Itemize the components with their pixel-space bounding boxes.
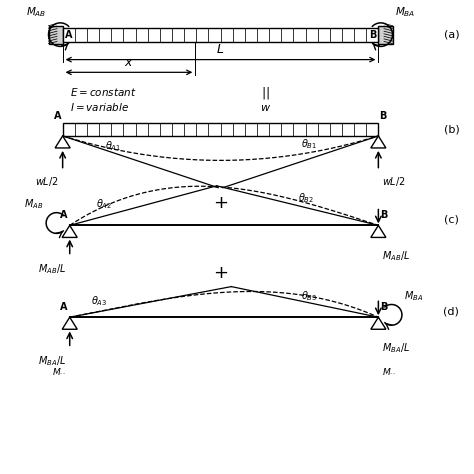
- Polygon shape: [371, 317, 386, 329]
- Text: (a): (a): [444, 30, 459, 40]
- Text: $+$: $+$: [213, 264, 228, 283]
- Text: B: B: [379, 111, 387, 121]
- Text: $M_{AB}/L$: $M_{AB}/L$: [382, 249, 410, 263]
- Text: $M_{AB}/L$: $M_{AB}/L$: [38, 262, 66, 276]
- Text: $\theta_{A3}$: $\theta_{A3}$: [91, 294, 107, 308]
- Text: B: B: [380, 301, 388, 311]
- Text: $M_{AB}$: $M_{AB}$: [26, 5, 46, 19]
- Text: $M_{AB}$: $M_{AB}$: [25, 198, 44, 211]
- Bar: [63, 27, 378, 42]
- Text: $||$: $||$: [261, 85, 270, 101]
- Bar: [378, 26, 392, 44]
- Bar: [48, 26, 63, 44]
- Text: $wL/2$: $wL/2$: [382, 174, 406, 188]
- Text: A: A: [64, 30, 72, 40]
- Text: $M_{BA}/L$: $M_{BA}/L$: [382, 341, 410, 355]
- Text: $w$: $w$: [260, 103, 271, 113]
- Text: A: A: [60, 301, 68, 311]
- Text: $M_{\cdot\cdot}$: $M_{\cdot\cdot}$: [382, 367, 397, 376]
- Text: B: B: [380, 210, 388, 220]
- Text: $M_{BA}$: $M_{BA}$: [395, 5, 415, 19]
- Text: $\theta_{B2}$: $\theta_{B2}$: [298, 191, 314, 205]
- Text: $\theta_{A1}$: $\theta_{A1}$: [105, 139, 121, 153]
- Text: (b): (b): [444, 124, 459, 134]
- Text: A: A: [54, 111, 62, 121]
- Text: (d): (d): [444, 307, 459, 317]
- Text: $\theta_{B1}$: $\theta_{B1}$: [301, 137, 317, 152]
- Text: $E = constant$: $E = constant$: [70, 86, 137, 99]
- Text: A: A: [60, 210, 68, 220]
- Polygon shape: [55, 136, 70, 148]
- Text: (c): (c): [444, 215, 459, 225]
- Bar: [63, 123, 378, 136]
- Polygon shape: [62, 225, 77, 237]
- Text: $x$: $x$: [124, 56, 134, 69]
- Text: $\theta_{B3}$: $\theta_{B3}$: [301, 289, 317, 303]
- Text: $M_{BA}/L$: $M_{BA}/L$: [38, 354, 66, 368]
- Text: $+$: $+$: [213, 194, 228, 212]
- Polygon shape: [371, 136, 386, 148]
- Text: $L$: $L$: [217, 43, 225, 56]
- Text: $I = variable$: $I = variable$: [70, 100, 129, 113]
- Polygon shape: [62, 317, 77, 329]
- Text: $M_{\cdot\cdot}$: $M_{\cdot\cdot}$: [52, 367, 66, 376]
- Polygon shape: [371, 225, 386, 237]
- Text: $\theta_{A2}$: $\theta_{A2}$: [96, 198, 112, 211]
- Text: $wL/2$: $wL/2$: [36, 174, 59, 188]
- Text: $M_{BA}$: $M_{BA}$: [404, 289, 424, 303]
- Text: B: B: [369, 30, 376, 40]
